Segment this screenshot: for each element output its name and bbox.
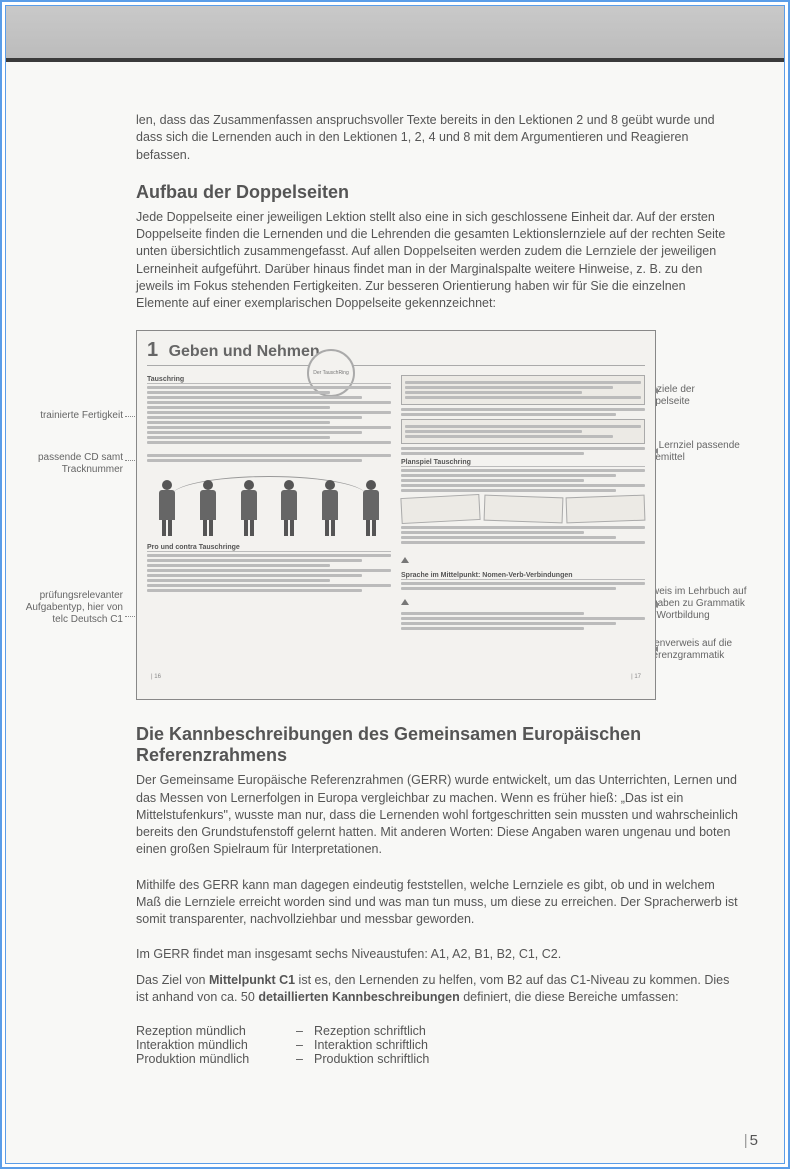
callout-left-1: trainierte Fertigkeit [21,410,123,422]
spread-title: 1 Geben und Nehmen [147,339,645,366]
dash: – [296,1052,314,1066]
section2-para4: Das Ziel von Mittelpunkt C1 ist es, den … [136,972,739,1007]
outer-frame: len, dass das Zusammenfassen anspruchsvo… [0,0,790,1169]
triangle-icon [401,599,409,605]
header-bar [6,6,784,62]
section2-para2: Mithilfe des GERR kann man dagegen einde… [136,877,739,929]
page-number: |5 [744,1132,758,1149]
table-row: Interaktion mündlich – Interaktion schri… [136,1038,739,1052]
section2-heading: Die Kannbeschreibungen des Gemeinsamen E… [136,724,739,766]
section1-paragraph: Jede Doppelseite einer jeweiligen Lektio… [136,209,739,313]
spread-columns: Tauschring [147,372,645,682]
dash: – [296,1038,314,1052]
skills-table: Rezeption mündlich – Rezeption schriftli… [136,1024,739,1066]
right-header-1: Planspiel Tauschring [401,459,645,467]
lesson-number: 1 [147,339,158,361]
lesson-title: Geben und Nehmen [169,343,320,360]
bold-text: Mittelpunkt C1 [209,973,295,987]
text: Das Ziel von [136,973,209,987]
bold-text: detaillierten Kannbeschreibungen [258,990,459,1004]
inner-frame: len, dass das Zusammenfassen anspruchsvo… [5,5,785,1164]
spread-right-page: Planspiel Tauschring Sprache im M [401,372,645,682]
card-row [401,496,645,522]
dash: – [296,1024,314,1038]
page-number-value: 5 [750,1132,758,1149]
people-illustration [147,468,391,538]
section2-para3: Im GERR findet man insgesamt sechs Nivea… [136,946,739,963]
callout-left-3: prüfungsrelevanter Aufgabentyp, hier von… [21,590,123,626]
intro-paragraph: len, dass das Zusammenfassen anspruchsvo… [136,112,739,164]
text: definiert, die diese Bereiche umfassen: [460,990,679,1004]
spread-diagram: trainierte Fertigkeit passende CD samt T… [21,330,741,710]
cell: Interaktion mündlich [136,1038,296,1052]
table-row: Rezeption mündlich – Rezeption schriftli… [136,1024,739,1038]
spread-left-page: Tauschring [147,372,391,682]
left-header-2: Pro und contra Tauschringe [147,544,391,552]
bar-icon: | [744,1132,748,1149]
cell: Interaktion schriftlich [314,1038,428,1052]
info-card [401,419,645,444]
info-card [401,375,645,405]
section2-para1: Der Gemeinsame Europäische Referenzrahme… [136,772,739,858]
triangle-icon [401,557,409,563]
cell: Rezeption mündlich [136,1024,296,1038]
spread-page-right: | 17 [631,674,641,680]
cell: Produktion schriftlich [314,1052,429,1066]
section1-heading: Aufbau der Doppelseiten [136,182,739,203]
cell: Produktion mündlich [136,1052,296,1066]
callout-left-2: passende CD samt Tracknummer [21,452,123,476]
page-content: len, dass das Zusammenfassen anspruchsvo… [6,62,784,1086]
spread-page-left: | 16 [151,674,161,680]
spread-box: 1 Geben und Nehmen Der TauschRing Tausch… [136,330,656,700]
right-header-2: Sprache im Mittelpunkt: Nomen-Verb-Verbi… [401,572,645,580]
cell: Rezeption schriftlich [314,1024,426,1038]
table-row: Produktion mündlich – Produktion schrift… [136,1052,739,1066]
left-header-1: Tauschring [147,376,391,384]
